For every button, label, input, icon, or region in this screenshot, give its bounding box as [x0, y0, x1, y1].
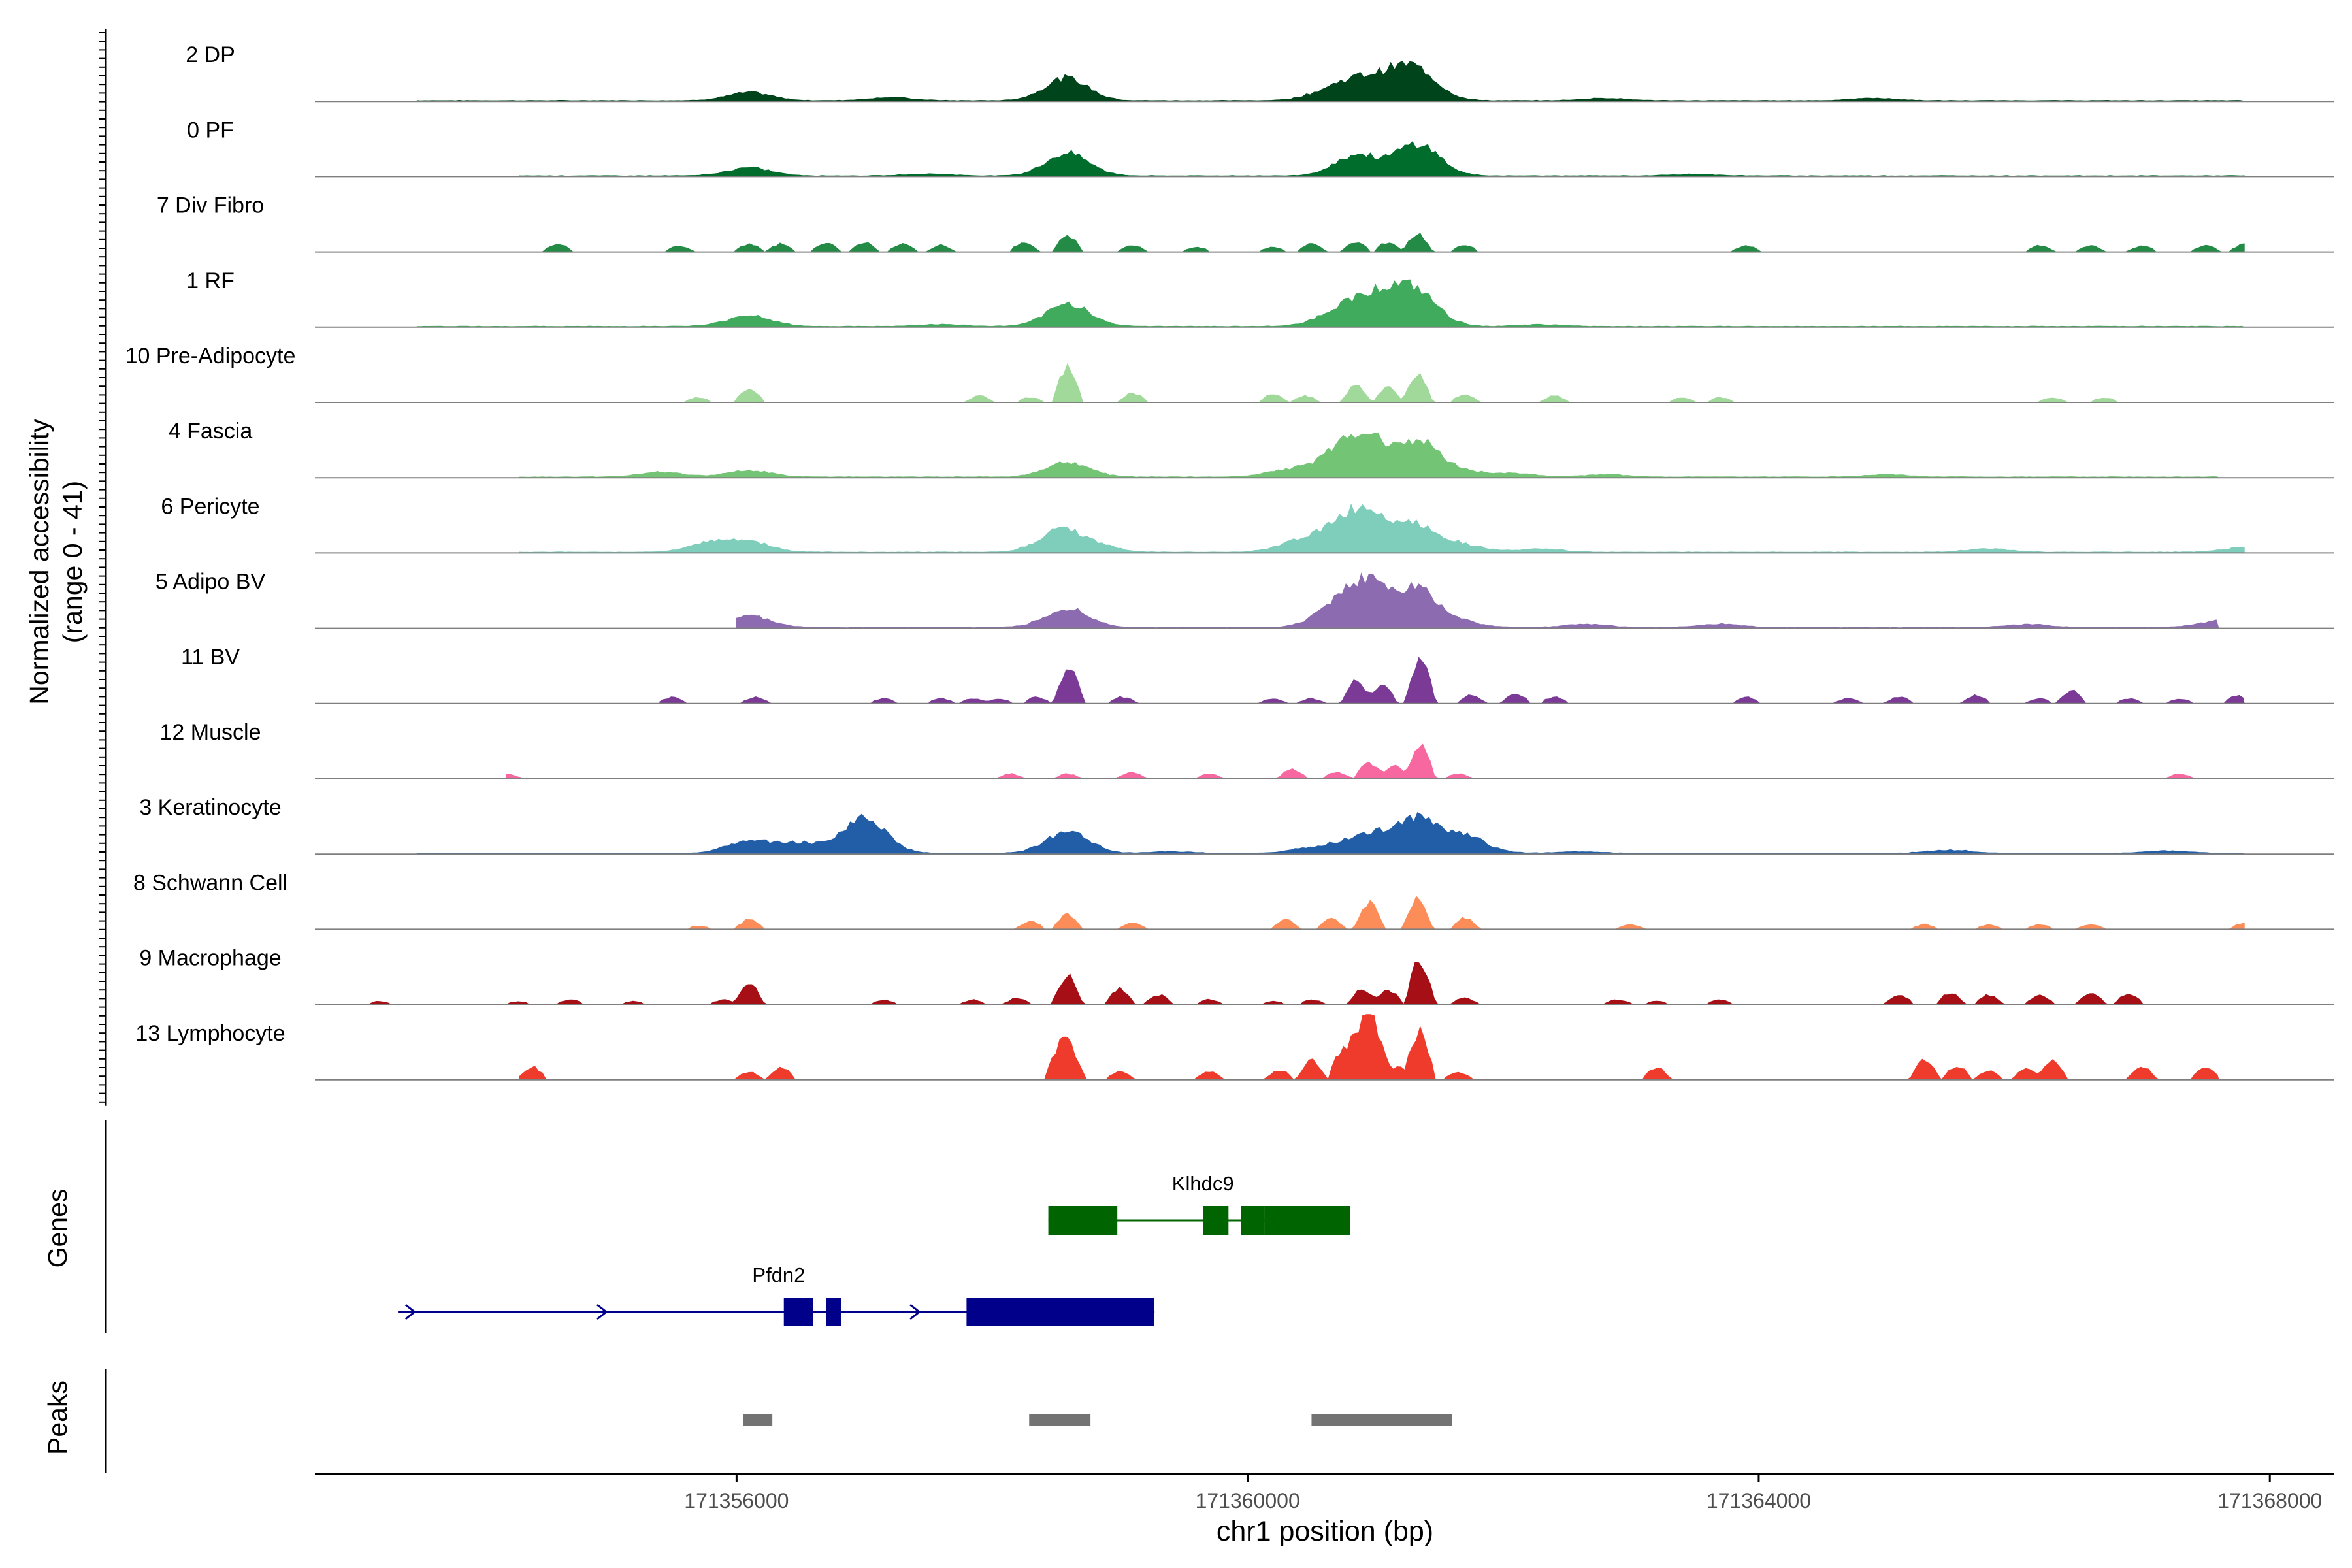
track-8: 11 BV: [181, 645, 2334, 704]
y-axis-label-line2: (range 0 - 41): [57, 481, 88, 643]
track-label: 9 Macrophage: [139, 946, 281, 971]
track-label: 10 Pre-Adipocyte: [125, 344, 296, 368]
x-tick-label: 171364000: [1707, 1489, 1811, 1512]
track-label: 6 Pericyte: [161, 494, 259, 519]
track-label: 1 RF: [186, 269, 235, 293]
genes-label: Genes: [42, 1189, 73, 1268]
track-9: 12 Muscle: [160, 720, 2334, 779]
peak-region: [743, 1414, 773, 1426]
track-label: 13 Lymphocyte: [135, 1021, 285, 1046]
track-coverage: [736, 572, 2219, 629]
strand-arrow: [909, 1303, 921, 1320]
track-coverage: [519, 1014, 2219, 1081]
gene-exon: [966, 1298, 1154, 1326]
track-7: 5 Adipo BV: [155, 570, 2334, 629]
track-label: 12 Muscle: [160, 720, 261, 745]
track-13: 13 Lymphocyte: [135, 1014, 2334, 1081]
track-coverage: [506, 743, 2195, 779]
track-coverage: [519, 141, 2245, 177]
peaks-label: Peaks: [42, 1380, 73, 1455]
track-coverage: [519, 432, 2221, 478]
genes-panel: Klhdc9 Pfdn2: [105, 1120, 1350, 1333]
gene-exon: [1203, 1206, 1229, 1235]
track-coverage: [416, 811, 2245, 855]
track-coverage: [672, 895, 2245, 930]
track-10: 3 Keratinocyte: [139, 795, 2334, 855]
x-tick-label: 171356000: [684, 1489, 789, 1512]
track-3: 1 RF: [186, 269, 2334, 328]
y-axis: [99, 29, 107, 1106]
track-label: 3 Keratinocyte: [139, 795, 281, 820]
track-0: 2 DP: [186, 42, 2334, 103]
track-12: 9 Macrophage: [139, 946, 2334, 1005]
peak-region: [1029, 1414, 1091, 1426]
gene-exon: [1241, 1206, 1265, 1235]
strand-arrow: [404, 1303, 417, 1320]
gene-klhdc9: Klhdc9: [1048, 1172, 1350, 1235]
track-label: 5 Adipo BV: [155, 570, 266, 595]
track-coverage: [416, 60, 2245, 102]
track-2: 7 Div Fibro: [157, 193, 2334, 253]
track-coverage: [353, 962, 2168, 1005]
track-coverage: [519, 503, 2245, 553]
track-1: 0 PF: [187, 118, 2334, 178]
track-5: 4 Fascia: [169, 419, 2334, 479]
track-label: 2 DP: [186, 42, 235, 67]
gene-exon: [826, 1298, 841, 1326]
track-label: 4 Fascia: [169, 419, 253, 444]
gene-exon: [1264, 1206, 1350, 1235]
peak-region: [1311, 1414, 1452, 1426]
track-label: 7 Div Fibro: [157, 193, 264, 218]
y-axis-label-line1: Normalized accessibility: [24, 419, 54, 705]
track-coverage: [672, 363, 2181, 403]
track-label: 0 PF: [187, 118, 234, 142]
coverage-tracks: 2 DP 0 PF 7 Div Fibro 1 RF 10 Pre-Adipocyte 4…: [125, 42, 2334, 1081]
gene-exon: [783, 1298, 813, 1326]
peaks-panel: [105, 1369, 1452, 1473]
track-coverage: [416, 279, 2245, 328]
gene-label: Klhdc9: [1172, 1172, 1234, 1195]
gene-pfdn2: Pfdn2: [398, 1264, 1155, 1326]
track-coverage: [659, 657, 2245, 704]
gene-exon: [1048, 1206, 1118, 1235]
track-label: 11 BV: [181, 645, 240, 670]
x-tick-label: 171368000: [2217, 1489, 2322, 1512]
x-axis: 171356000 171360000 171364000 171368000: [315, 1473, 2334, 1512]
track-label: 8 Schwann Cell: [133, 870, 287, 895]
gene-label: Pfdn2: [752, 1264, 805, 1286]
track-6: 6 Pericyte: [161, 494, 2334, 554]
track-coverage: [519, 233, 2245, 253]
track-11: 8 Schwann Cell: [133, 870, 2334, 930]
x-tick-label: 171360000: [1196, 1489, 1300, 1512]
x-axis-label: chr1 position (bp): [1217, 1516, 1433, 1547]
track-4: 10 Pre-Adipocyte: [125, 344, 2334, 403]
strand-arrow: [596, 1303, 608, 1320]
